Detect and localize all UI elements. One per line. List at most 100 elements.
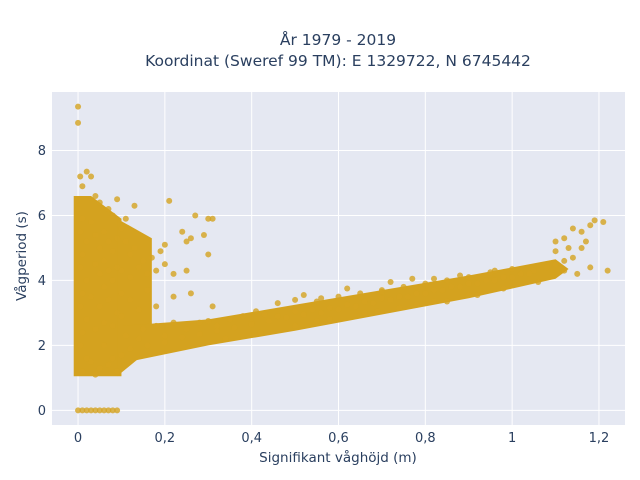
data-point [88,358,95,365]
data-point [79,290,86,297]
data-point [370,300,377,307]
data-point [144,270,151,277]
data-point [105,238,112,245]
data-point [205,215,212,222]
data-point [88,173,95,180]
x-tick-label: 0 [74,431,82,446]
data-point [170,293,177,300]
data-point [83,407,90,414]
data-point [300,311,307,318]
data-point [209,215,216,222]
data-point [83,316,90,323]
data-point [127,251,134,258]
data-point [96,270,103,277]
data-point [140,257,147,264]
data-point [335,306,342,313]
data-point [77,228,84,235]
data-point [569,225,576,232]
x-axis-label: Signifikant våghöjd (m) [259,449,417,466]
data-point [448,283,455,290]
data-point [118,225,125,232]
data-point [400,283,407,290]
data-point [543,264,550,271]
data-point [344,285,351,292]
data-point [509,274,516,281]
data-point [457,283,464,290]
data-point [153,267,160,274]
data-point [77,173,84,180]
data-point [77,342,84,349]
data-point [79,251,86,258]
data-point [79,329,86,336]
data-point [114,196,121,203]
data-point [409,275,416,282]
data-point [465,292,472,299]
data-point [431,298,437,305]
data-point [101,342,108,349]
data-point [114,235,121,242]
data-point [77,303,84,310]
data-point [209,303,216,310]
data-point [92,192,99,199]
data-point [552,238,559,245]
data-point [135,264,142,271]
data-point [187,290,194,297]
data-point [135,335,142,342]
data-point [352,303,359,310]
data-point [96,365,103,372]
data-point [357,290,364,297]
point-cloud-main-band [121,259,569,364]
data-point [300,292,307,299]
data-point [153,322,160,329]
data-point [109,248,116,255]
data-point [313,298,320,305]
data-point [200,231,207,238]
data-point [500,285,507,292]
data-point [257,329,264,336]
y-tick-label: 2 [38,339,46,354]
data-point [131,202,138,209]
data-point [283,314,290,321]
data-point [474,280,481,287]
data-point [183,267,190,274]
data-point [444,298,451,305]
data-point [75,407,82,414]
data-point [552,248,559,255]
data-point [465,280,472,287]
data-point [118,267,125,274]
data-point [109,355,116,362]
data-point [118,313,125,320]
data-point [396,305,403,312]
y-tick-label: 6 [38,209,46,224]
data-point [374,308,381,315]
data-point [413,290,420,297]
data-point [83,355,90,362]
data-point [292,308,299,315]
data-point [213,327,220,334]
data-point [431,287,437,294]
data-point [205,318,212,325]
data-point [552,261,559,268]
data-point [378,295,385,302]
data-point [118,352,125,359]
data-point [118,290,125,297]
data-point [422,290,429,297]
data-point [96,407,103,414]
data-point [292,296,299,303]
data-point [457,272,464,279]
data-point [183,238,190,245]
chart-title: År 1979 - 2019 [280,30,396,49]
data-point [114,407,121,414]
data-point [144,342,151,349]
data-point [75,205,82,212]
data-point [413,301,420,308]
x-tick-label: 0,8 [415,431,436,446]
data-point [92,231,99,238]
data-point [88,407,95,414]
data-point [144,287,151,294]
data-point [88,218,95,225]
data-point [266,318,273,325]
data-point [318,309,325,316]
data-point [101,257,108,264]
